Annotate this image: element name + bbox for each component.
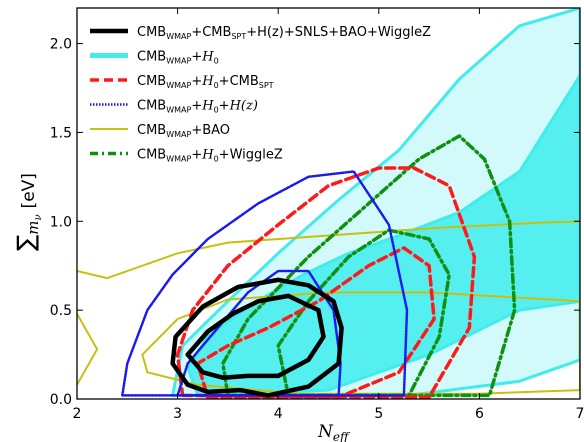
y-tick-label: 0.0	[50, 392, 72, 408]
svg-text:∑mν[eV]: ∑mν[eV]	[12, 173, 44, 251]
contour-all-outer	[185, 293, 326, 380]
contour-h0hz-inner	[176, 269, 342, 397]
axis-ticks: 2 3 4 5 6 7 0.0 0.5 1.0 1.5 2.0	[50, 8, 584, 422]
contour-bao-outer	[77, 220, 580, 280]
contour-h0wig-inner	[276, 228, 451, 398]
legend-label-h0spt: CMBWMAP+H0+CMBSPT	[137, 74, 274, 90]
contour-h0hz-outer	[121, 170, 409, 397]
x-axis-label: Neff	[317, 422, 351, 442]
contour-bao-inner	[141, 291, 580, 395]
contour-all-inner	[170, 277, 344, 398]
y-axis-label: ∑mν[eV]	[12, 173, 44, 251]
legend-label-h0wig: CMBWMAP+H0+WiggleZ	[137, 148, 283, 164]
contour-h0wig-outer	[221, 134, 517, 398]
x-tick-label: 6	[475, 406, 484, 422]
legend: CMBWMAP+CMBSPT+H(z)+SNLS+BAO+WiggleZ CMBW…	[90, 25, 431, 164]
contour-h0spt-outer	[175, 166, 477, 399]
legend-label-h0: CMBWMAP+H0	[137, 50, 219, 66]
x-tick-label: 7	[576, 406, 584, 422]
x-tick-label: 2	[73, 406, 82, 422]
plot-frame	[76, 7, 581, 400]
y-tick-label: 0.5	[50, 303, 72, 319]
y-tick-label: 1.0	[50, 214, 72, 230]
contour-bao-outer	[77, 312, 99, 386]
contour-layer	[77, 8, 580, 399]
x-tick-label: 3	[173, 406, 182, 422]
contour-h0-inner	[186, 74, 580, 397]
y-tick-label: 2.0	[50, 37, 72, 53]
y-tick-label: 1.5	[50, 125, 72, 141]
legend-label-bao: CMBWMAP+BAO	[137, 123, 230, 139]
contour-h0spt-inner	[195, 246, 436, 399]
x-tick-label: 5	[374, 406, 383, 422]
legend-label-all: CMBWMAP+CMBSPT+H(z)+SNLS+BAO+WiggleZ	[137, 25, 431, 41]
legend-label-h0hz: CMBWMAP+H0+H(z)	[137, 99, 258, 115]
x-tick-label: 4	[274, 406, 283, 422]
